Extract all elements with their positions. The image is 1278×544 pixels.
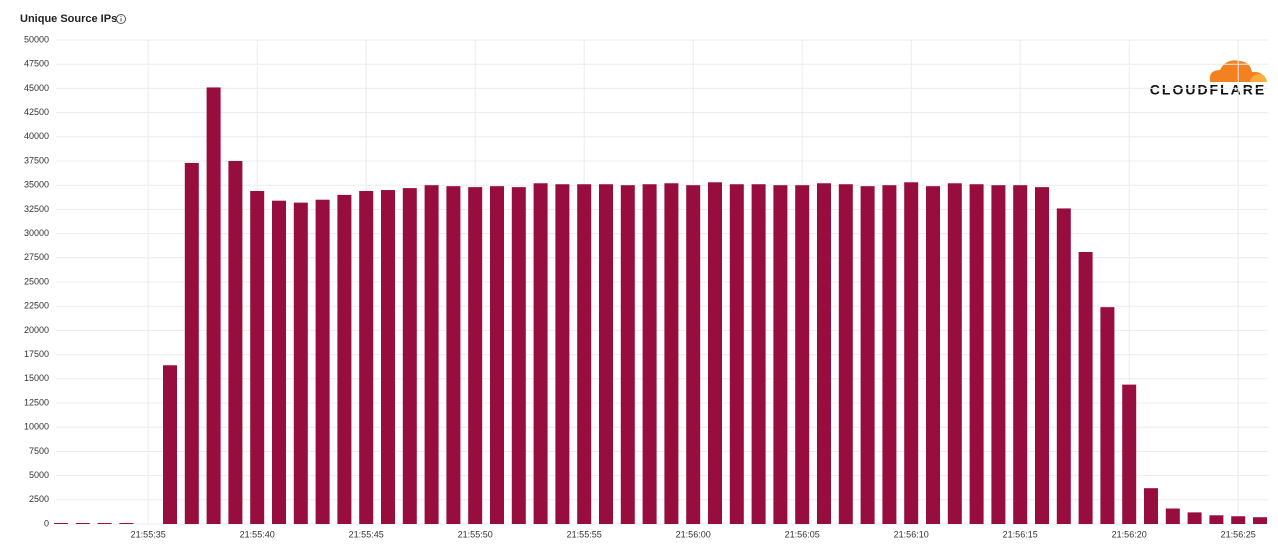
x-tick-label: 21:56:10: [894, 529, 929, 539]
bar: [163, 365, 177, 524]
chart-title: Unique Source IPs: [20, 13, 117, 25]
bar: [969, 184, 984, 524]
y-tick-label: 10000: [24, 422, 49, 432]
bar: [620, 185, 635, 524]
y-tick-label: 12500: [24, 397, 49, 407]
y-tick-label: 30000: [24, 228, 49, 238]
info-icon[interactable]: [116, 14, 126, 24]
bar: [315, 199, 330, 524]
bar: [1253, 517, 1267, 524]
x-tick-label: 21:55:35: [131, 529, 166, 539]
bar: [490, 186, 504, 524]
bar: [75, 523, 90, 524]
bar: [708, 182, 722, 524]
bar: [359, 191, 374, 524]
bar: [206, 87, 221, 524]
y-tick-label: 27500: [24, 252, 49, 262]
bar: [337, 194, 352, 524]
y-tick-label: 25000: [24, 276, 49, 286]
bar: [860, 186, 875, 524]
bar: [97, 523, 112, 524]
bar: [773, 185, 788, 524]
bar: [1035, 187, 1049, 525]
x-tick-label: 21:56:20: [1112, 529, 1147, 539]
bar: [686, 185, 701, 524]
x-tick-label: 21:56:00: [676, 529, 711, 539]
y-tick-label: 50000: [24, 34, 49, 44]
y-tick-label: 2500: [29, 494, 49, 504]
bar: [1209, 515, 1224, 524]
bar: [751, 184, 766, 524]
bar: [184, 162, 199, 524]
y-tick-label: 0: [44, 518, 49, 528]
bar: [904, 182, 919, 524]
bar: [664, 183, 679, 524]
y-tick-label: 45000: [24, 83, 49, 93]
y-tick-label: 22500: [24, 301, 49, 311]
y-tick-label: 40000: [24, 131, 49, 141]
bar: [1013, 185, 1028, 524]
bar: [402, 188, 417, 524]
bar: [795, 185, 810, 524]
y-tick-label: 32500: [24, 204, 49, 214]
bar: [424, 185, 439, 524]
y-tick-label: 42500: [24, 107, 49, 117]
bar: [1100, 307, 1115, 524]
bar: [1231, 516, 1246, 524]
bar: [468, 187, 483, 525]
bar: [599, 184, 613, 524]
bar: [1144, 488, 1158, 524]
y-tick-label: 37500: [24, 155, 49, 165]
x-tick-label: 21:55:40: [240, 529, 275, 539]
y-tick-label: 35000: [24, 180, 49, 190]
bar: [555, 184, 570, 524]
bar: [119, 523, 134, 524]
bar: [817, 183, 831, 524]
bar: [272, 200, 286, 525]
bar: [293, 202, 308, 524]
bar: [882, 185, 897, 524]
bar: [54, 523, 68, 524]
bar: [838, 184, 853, 524]
x-tick-label: 21:55:55: [567, 529, 602, 539]
bar: [446, 186, 461, 524]
bar: [1165, 508, 1180, 524]
bar: [577, 184, 592, 524]
bar: [381, 190, 395, 525]
y-tick-label: 47500: [24, 59, 49, 69]
bar: [991, 185, 1006, 524]
bar: [511, 187, 526, 525]
bar: [250, 191, 265, 524]
x-tick-label: 21:56:15: [1003, 529, 1038, 539]
bar: [1187, 512, 1202, 524]
y-tick-label: 15000: [24, 373, 49, 383]
bar: [1056, 208, 1071, 524]
y-tick-label: 17500: [24, 349, 49, 359]
bar: [1078, 251, 1093, 524]
bar: [1122, 384, 1137, 524]
x-tick-label: 21:55:50: [458, 529, 493, 539]
bar: [533, 183, 548, 524]
bar: [228, 161, 243, 524]
x-tick-label: 21:56:25: [1221, 529, 1256, 539]
y-tick-label: 5000: [29, 470, 49, 480]
y-tick-label: 7500: [29, 446, 49, 456]
logo: CLOUDFLARE: [1150, 60, 1267, 98]
bar: [729, 184, 744, 524]
bar: [947, 183, 962, 524]
bar: [642, 184, 657, 524]
logo-text: CLOUDFLARE: [1150, 82, 1266, 98]
x-tick-label: 21:55:45: [349, 529, 384, 539]
bar: [926, 186, 940, 524]
x-tick-label: 21:56:05: [785, 529, 820, 539]
y-tick-label: 20000: [24, 325, 49, 335]
